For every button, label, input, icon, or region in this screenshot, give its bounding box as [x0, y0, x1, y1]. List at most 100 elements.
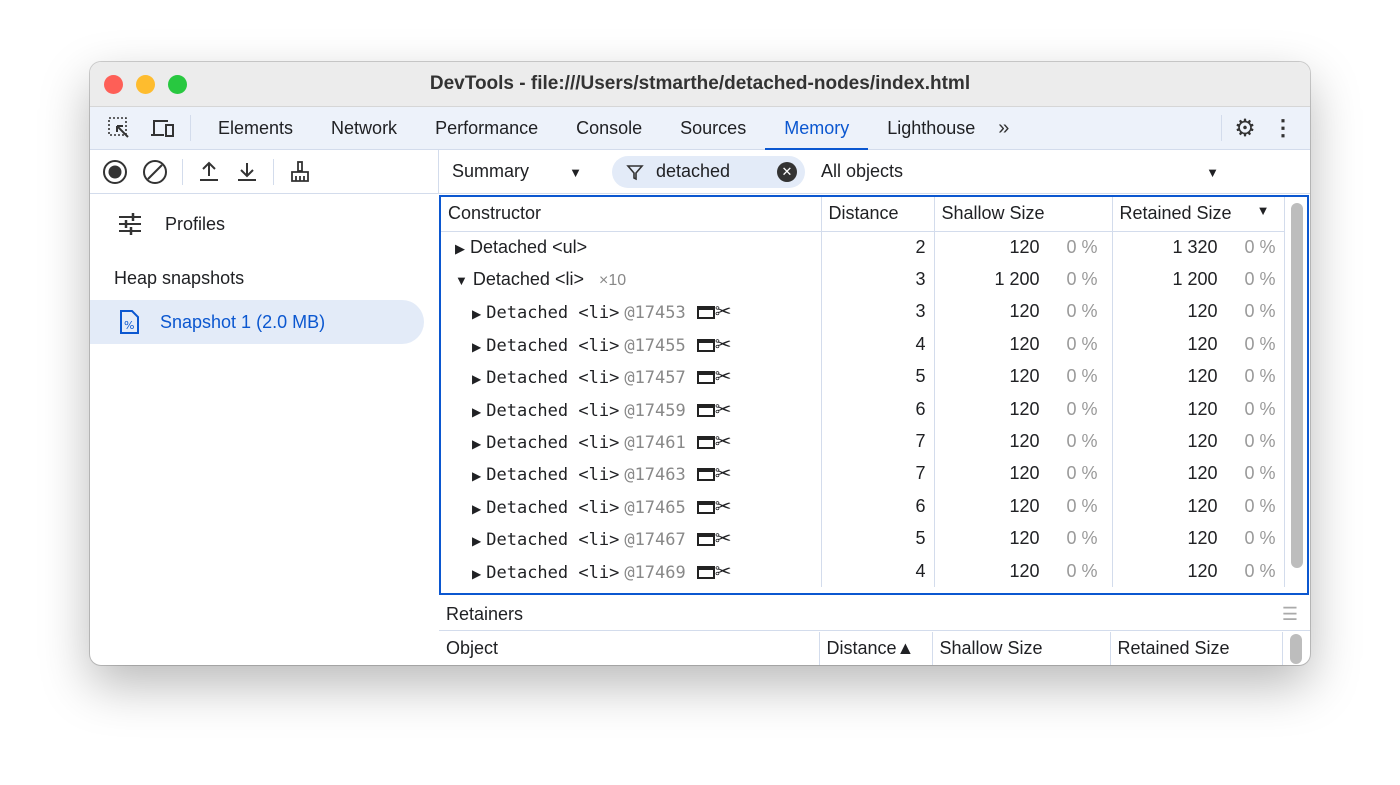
inspect-element-icon[interactable]	[104, 116, 134, 140]
expand-arrow-icon[interactable]: ▶	[455, 240, 465, 256]
zoom-window-button[interactable]	[168, 75, 187, 94]
reveal-in-elements-icon[interactable]	[696, 371, 715, 385]
retainers-title: Retainers	[446, 604, 524, 624]
table-row[interactable]: ▶ Detached <li> @17469 ✂ 4 120 0 % 120 0 %	[441, 554, 1285, 588]
table-row[interactable]: ▶ Detached <li> @17463 ✂ 7 120 0 % 120 0 %	[441, 457, 1285, 491]
shallow-percent: 0 %	[1066, 560, 1098, 581]
scrollbar[interactable]	[1291, 203, 1303, 568]
object-name: Detached <li>	[486, 368, 620, 389]
tab-network[interactable]: Network	[331, 117, 398, 138]
reveal-in-elements-icon[interactable]	[696, 338, 715, 352]
table-row[interactable]: ▶ Detached <li> @17457 ✂ 5 120 0 % 120 0 %	[441, 360, 1285, 393]
col-object[interactable]: Object	[439, 632, 820, 665]
collect-garbage-broom-icon[interactable]	[288, 160, 312, 184]
record-icon[interactable]	[102, 159, 128, 185]
upload-icon[interactable]	[197, 160, 221, 184]
download-icon[interactable]	[235, 160, 259, 184]
distance-cell: 3	[821, 295, 935, 329]
expand-arrow-icon[interactable]: ▶	[472, 534, 482, 549]
retained-size: 120	[1187, 560, 1218, 581]
tab-performance[interactable]: Performance	[435, 117, 539, 138]
profiles-label: Profiles	[165, 213, 226, 234]
object-name: Detached <li>	[486, 530, 620, 551]
more-options-icon[interactable]: ⋮	[1272, 115, 1294, 140]
distance-cell: 6	[821, 392, 935, 426]
reveal-in-elements-icon[interactable]	[696, 468, 715, 482]
collapse-arrow-icon[interactable]: ▼	[455, 273, 468, 289]
minimize-window-button[interactable]	[136, 75, 155, 94]
object-name: Detached <li>	[486, 562, 620, 583]
retained-size: 120	[1187, 333, 1218, 354]
shallow-size: 120	[1009, 463, 1040, 484]
tab-lighthouse[interactable]: Lighthouse	[887, 117, 976, 138]
shallow-size: 120	[1009, 366, 1040, 387]
snapshot-item[interactable]: % Snapshot 1 (2.0 MB)	[90, 300, 424, 344]
table-row[interactable]: ▶ Detached <li> @17465 ✂ 6 120 0 % 120 0 %	[441, 490, 1285, 523]
retained-size: 1 200	[1172, 269, 1218, 290]
shallow-percent: 0 %	[1066, 495, 1098, 516]
retained-percent: 0 %	[1244, 366, 1276, 387]
table-row[interactable]: ▶ Detached <li> @17461 ✂ 7 120 0 % 120 0 %	[441, 425, 1285, 458]
expand-arrow-icon[interactable]: ▶	[472, 469, 482, 484]
col-retained-size[interactable]: Retained Size ▼	[1112, 197, 1285, 232]
col-shallow-size[interactable]: Shallow Size	[932, 632, 1111, 665]
expand-arrow-icon[interactable]: ▶	[472, 437, 482, 452]
retainers-grid: Object Distance▲ Shallow Size Retained S…	[439, 632, 1310, 665]
distance-cell: 5	[821, 360, 935, 393]
table-row[interactable]: ▼ Detached <li> ×10 3 1 200 0 % 1 200 0 %	[441, 263, 1285, 296]
reveal-in-elements-icon[interactable]	[696, 565, 715, 579]
table-row[interactable]: ▶ Detached <li> @17459 ✂ 6 120 0 % 120 0 %	[441, 392, 1285, 426]
col-retained-size[interactable]: Retained Size	[1110, 632, 1283, 665]
retained-size: 120	[1187, 463, 1218, 484]
view-select[interactable]: Summary ▼	[452, 161, 582, 182]
table-row[interactable]: ▶ Detached <li> @17453 ✂ 3 120 0 % 120 0 %	[441, 295, 1285, 329]
more-tabs-icon[interactable]: »	[998, 116, 1010, 139]
reveal-in-elements-icon[interactable]	[696, 500, 715, 514]
retained-percent: 0 %	[1244, 431, 1276, 452]
col-distance[interactable]: Distance▲	[819, 632, 933, 665]
settings-gear-icon[interactable]: ⚙	[1234, 114, 1256, 142]
distance-cell: 7	[821, 425, 935, 458]
table-row[interactable]: ▶ Detached <li> @17455 ✂ 4 120 0 % 120 0 %	[441, 328, 1285, 361]
shallow-size: 120	[1009, 528, 1040, 549]
snapshot-file-icon: %	[120, 310, 139, 334]
scissors-icon: ✂	[714, 398, 732, 421]
expand-arrow-icon[interactable]: ▶	[472, 372, 482, 387]
col-shallow-size[interactable]: Shallow Size	[934, 197, 1113, 232]
tab-memory[interactable]: Memory	[765, 107, 869, 150]
tab-elements[interactable]: Elements	[218, 117, 294, 138]
tune-icon	[119, 213, 141, 235]
retained-size: 120	[1187, 301, 1218, 322]
reveal-in-elements-icon[interactable]	[696, 306, 715, 320]
expand-arrow-icon[interactable]: ▶	[472, 339, 482, 354]
constructor-name: Detached <li>	[472, 269, 584, 290]
tab-console[interactable]: Console	[576, 117, 643, 138]
clear-icon[interactable]	[142, 159, 168, 185]
scissors-icon: ✂	[714, 301, 732, 324]
object-id: @17459	[624, 400, 686, 421]
expand-arrow-icon[interactable]: ▶	[472, 404, 482, 419]
reveal-in-elements-icon[interactable]	[696, 403, 715, 417]
reveal-in-elements-icon[interactable]	[696, 436, 715, 450]
tab-sources[interactable]: Sources	[680, 117, 747, 138]
filter-input[interactable]: detached ✕	[612, 155, 805, 188]
close-window-button[interactable]	[104, 75, 123, 94]
expand-arrow-icon[interactable]: ▶	[472, 307, 482, 322]
clear-filter-icon[interactable]: ✕	[777, 161, 797, 182]
class-filter-select[interactable]: All objects ▼	[821, 161, 1219, 182]
col-constructor[interactable]: Constructor	[441, 197, 822, 232]
drag-handle-icon[interactable]: ☰	[1281, 604, 1298, 624]
table-row[interactable]: ▶ Detached <ul> 2 120 0 % 1 320 0 %	[441, 231, 1285, 264]
table-row[interactable]: ▶ Detached <li> @17467 ✂ 5 120 0 % 120 0 %	[441, 522, 1285, 555]
heap-summary-grid: Constructor Distance Shallow Size Retain…	[439, 195, 1309, 595]
svg-text:%: %	[124, 319, 134, 332]
col-distance[interactable]: Distance	[821, 197, 935, 232]
reveal-in-elements-icon[interactable]	[696, 533, 715, 547]
scissors-icon: ✂	[714, 333, 732, 356]
expand-arrow-icon[interactable]: ▶	[472, 501, 482, 516]
device-toolbar-icon[interactable]	[148, 117, 178, 139]
expand-arrow-icon[interactable]: ▶	[472, 566, 482, 581]
view-select-value: Summary	[452, 161, 530, 181]
shallow-size: 1 200	[994, 269, 1040, 290]
scrollbar[interactable]	[1290, 634, 1302, 664]
